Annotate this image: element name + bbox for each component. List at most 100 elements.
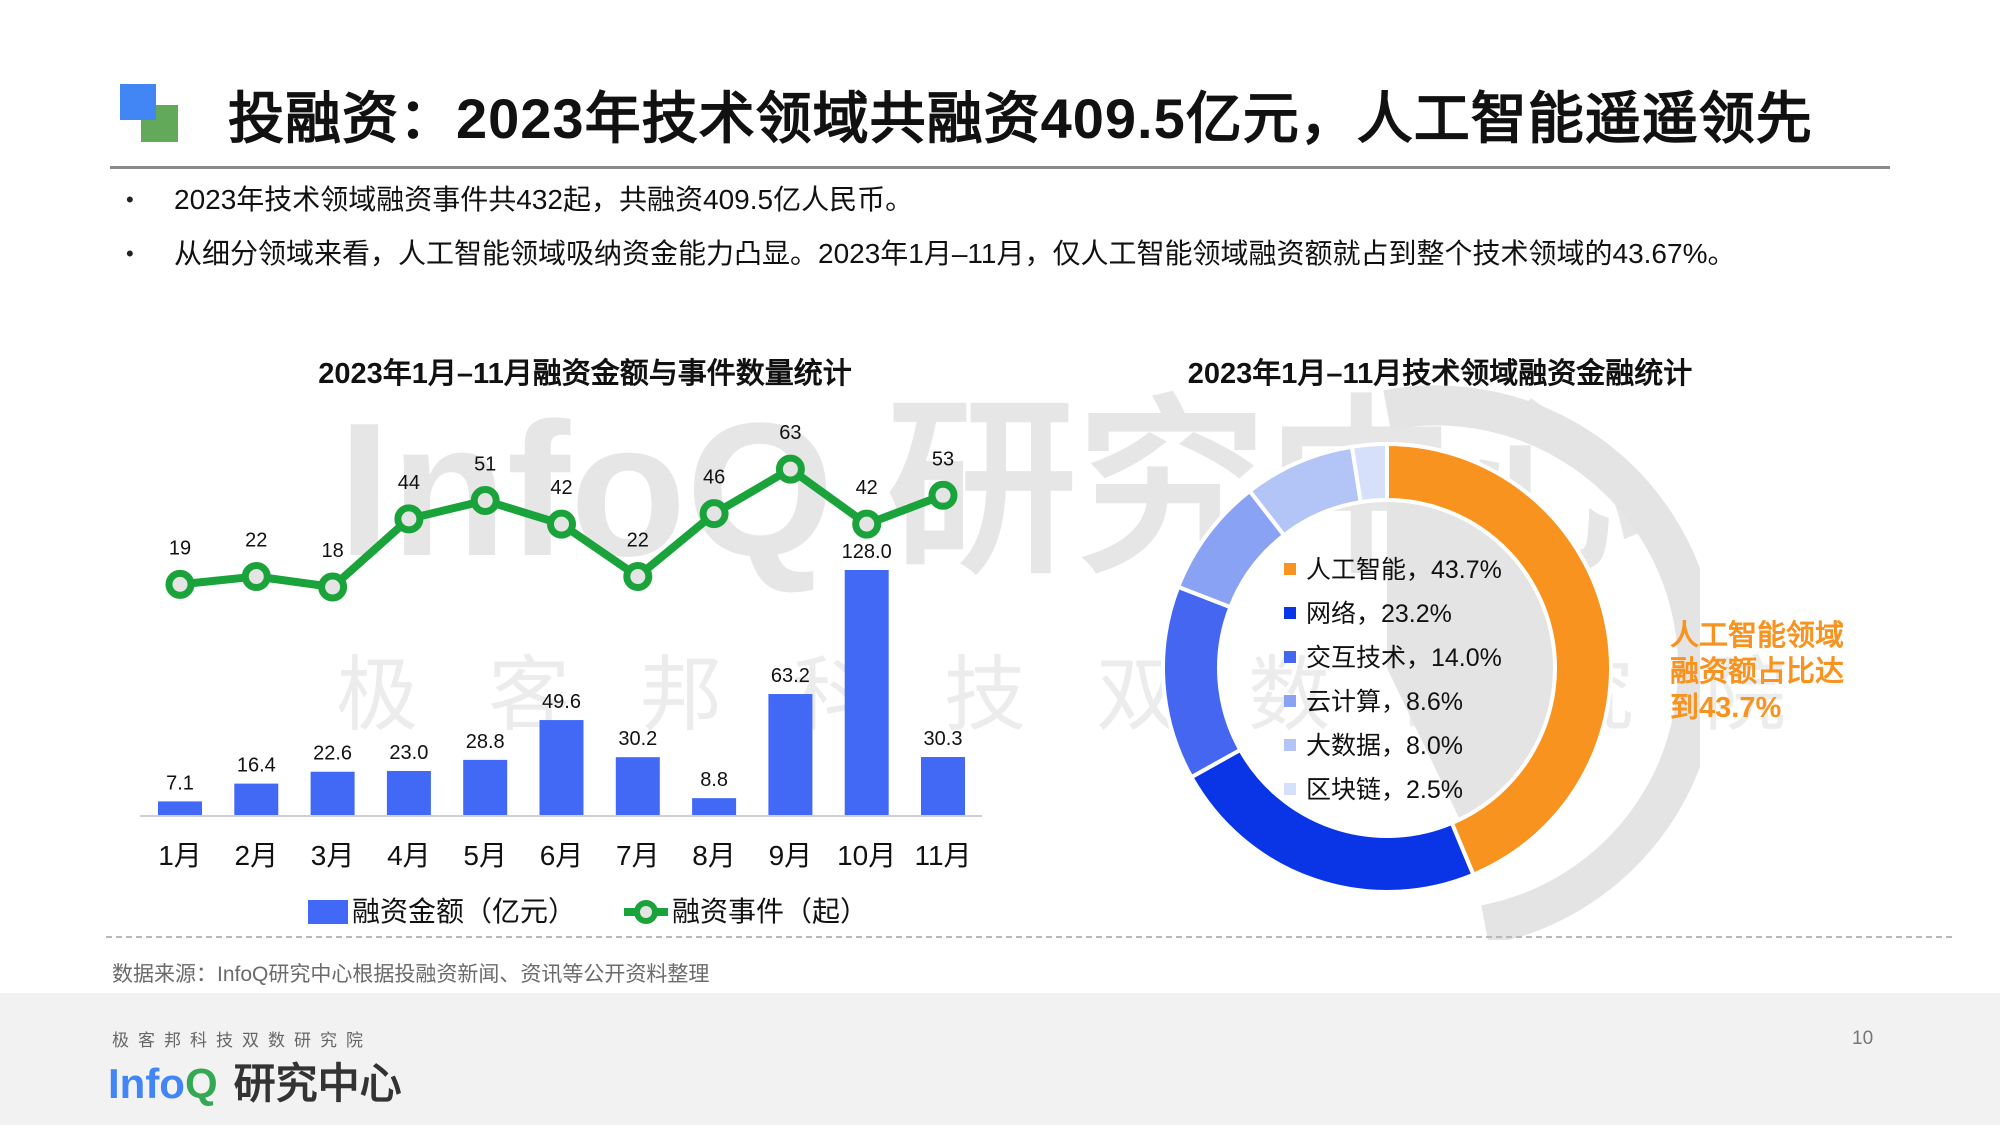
x-tick-label: 1月 [158, 840, 202, 871]
donut-legend-item: 大数据，8.0% [1284, 726, 1463, 762]
bar [615, 757, 660, 815]
line-marker [470, 486, 500, 516]
footer-org-name: 极客邦科技双数研究院 [112, 1031, 372, 1050]
bullet-item: • 从细分领域来看，人工智能领域吸纳资金能力凸显。2023年1月–11月，仅人工… [120, 234, 1920, 288]
bar-value-label: 16.4 [237, 755, 276, 777]
line-marker [241, 562, 271, 592]
bar-value-label: 22.6 [313, 743, 352, 765]
legend-label: 交互技术，14.0% [1306, 644, 1502, 672]
right-chart-title: 2023年1月–11月技术领域融资金融统计 [1187, 358, 1693, 390]
donut-segment [1349, 441, 1389, 505]
legend-label: 人工智能，43.7% [1306, 556, 1502, 584]
line-marker [547, 509, 576, 539]
bar [768, 694, 813, 815]
x-tick-label: 5月 [463, 840, 507, 871]
x-tick-label: 8月 [692, 840, 736, 871]
donut-chart [1161, 385, 1700, 940]
legend-bar-swatch-icon [308, 900, 348, 924]
bullet-item: • 2023年技术领域融资事件共432起，共融资409.5亿人民币。 [120, 180, 1920, 234]
x-tick-label: 10月 [837, 840, 896, 871]
callout-line: 到43.7% [1670, 692, 1782, 724]
x-tick-label: 6月 [540, 840, 584, 871]
line-marker [699, 499, 729, 529]
bar [158, 801, 202, 815]
line-value-label: 53 [932, 448, 954, 470]
title-divider [110, 166, 1890, 169]
bar-value-label: 23.0 [389, 742, 428, 764]
legend-swatch-icon [1284, 695, 1296, 708]
bar-value-label: 28.8 [466, 731, 505, 753]
bullet-list: • 2023年技术领域融资事件共432起，共融资409.5亿人民币。 • 从细分… [120, 180, 1920, 288]
line-value-label: 22 [245, 530, 267, 552]
line-value-label: 51 [474, 454, 496, 476]
bullet-dot-icon: • [126, 241, 134, 266]
left-chart-title: 2023年1月–11月融资金额与事件数量统计 [318, 358, 852, 390]
legend-swatch-icon [1284, 563, 1296, 576]
bullet-text: 从细分领域来看，人工智能领域吸纳资金能力凸显。2023年1月–11月，仅人工智能… [174, 238, 1736, 269]
legend-label: 网络，23.2% [1306, 600, 1452, 628]
line-marker [928, 480, 958, 510]
donut-legend-item: 网络，23.2% [1284, 594, 1452, 630]
x-tick-label: 3月 [311, 840, 355, 871]
bullet-text: 2023年技术领域融资事件共432起，共融资409.5亿人民币。 [174, 184, 914, 215]
footer-brand-logo: InfoQ 研究中心 [108, 1050, 402, 1111]
bullet-dot-icon: • [126, 187, 134, 212]
data-source-note: 数据来源：InfoQ研究中心根据投融资新闻、资讯等公开资料整理 [112, 963, 710, 986]
ai-share-callout: 人工智能领域 融资额占比达 到43.7% [1670, 618, 1844, 726]
bar-value-label: 49.6 [542, 691, 581, 713]
x-tick-label: 2月 [235, 840, 279, 871]
brand-cn-text: 研究中心 [233, 1060, 402, 1107]
bar [539, 720, 584, 815]
legend-swatch-icon [1284, 739, 1296, 752]
legend-label: 大数据，8.0% [1306, 732, 1463, 760]
logo-square-blue-icon [120, 84, 156, 120]
bar-value-label: 8.8 [700, 769, 728, 791]
bar [692, 798, 737, 815]
watermark-arc [1383, 385, 1700, 940]
line-value-label: 19 [169, 537, 191, 559]
line-value-label: 42 [856, 477, 878, 499]
donut-segment [1161, 584, 1244, 780]
bar [234, 783, 279, 815]
donut-segment [1385, 441, 1613, 878]
legend-bar-label: 融资金额（亿元） [352, 896, 576, 927]
x-tick-label: 9月 [769, 840, 813, 871]
footer-bar [0, 993, 2000, 1125]
source-divider [106, 936, 1952, 938]
brand-q-text: Q [184, 1060, 218, 1107]
line-value-label: 44 [398, 472, 420, 494]
legend-line-label: 融资事件（起） [672, 896, 868, 927]
x-tick-label: 4月 [387, 840, 431, 871]
legend-line-marker-icon [634, 900, 658, 924]
legend-swatch-icon [1284, 607, 1296, 620]
page-title: 投融资：2023年技术领域共融资409.5亿元，人工智能遥遥领先 [228, 87, 1813, 150]
line-value-label: 63 [779, 422, 801, 444]
x-tick-label: 11月 [914, 840, 971, 871]
line-value-label: 42 [550, 477, 572, 499]
callout-line: 融资额占比达 [1670, 656, 1845, 688]
brand-info-text: Info [108, 1060, 185, 1107]
bar [844, 570, 889, 815]
bar-value-label: 63.2 [771, 665, 810, 687]
line-value-label: 46 [703, 467, 725, 489]
bar [921, 757, 965, 815]
donut-legend-item: 云计算，8.6% [1284, 682, 1463, 718]
callout-line: 人工智能领域 [1670, 620, 1845, 652]
donut-legend-item: 交互技术，14.0% [1284, 638, 1502, 674]
line-marker [623, 562, 653, 592]
line-marker [165, 569, 195, 599]
line-marker [775, 454, 805, 484]
donut-legend-item: 区块链，2.5% [1284, 770, 1463, 806]
watermark-wedge [1387, 499, 1557, 820]
legend-swatch-icon [1284, 783, 1296, 796]
bar-line-chart: 7.1 1月 16.4 2月 22.6 3月 23.0 4月 28.8 5月 49.6 6月 30.2 7… [140, 422, 982, 927]
bar-value-label: 7.1 [166, 772, 194, 794]
legend-label: 区块链，2.5% [1306, 776, 1463, 804]
x-tick-label: 7月 [616, 840, 660, 871]
legend-swatch-icon [1284, 651, 1296, 664]
donut-legend-item: 人工智能，43.7% [1284, 550, 1502, 586]
bar-value-label: 30.3 [924, 728, 963, 750]
bar-value-label: 30.2 [618, 728, 657, 750]
donut-legend: 人工智能，43.7% 网络，23.2% 交互技术，14.0% 云计算，8.6% 大数据，… [1284, 550, 1544, 810]
legend-label: 云计算，8.6% [1306, 688, 1463, 716]
